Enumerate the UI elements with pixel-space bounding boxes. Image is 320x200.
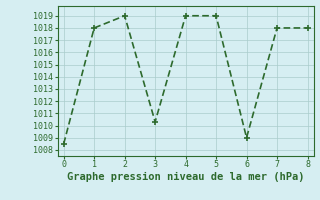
X-axis label: Graphe pression niveau de la mer (hPa): Graphe pression niveau de la mer (hPa) (67, 172, 304, 182)
